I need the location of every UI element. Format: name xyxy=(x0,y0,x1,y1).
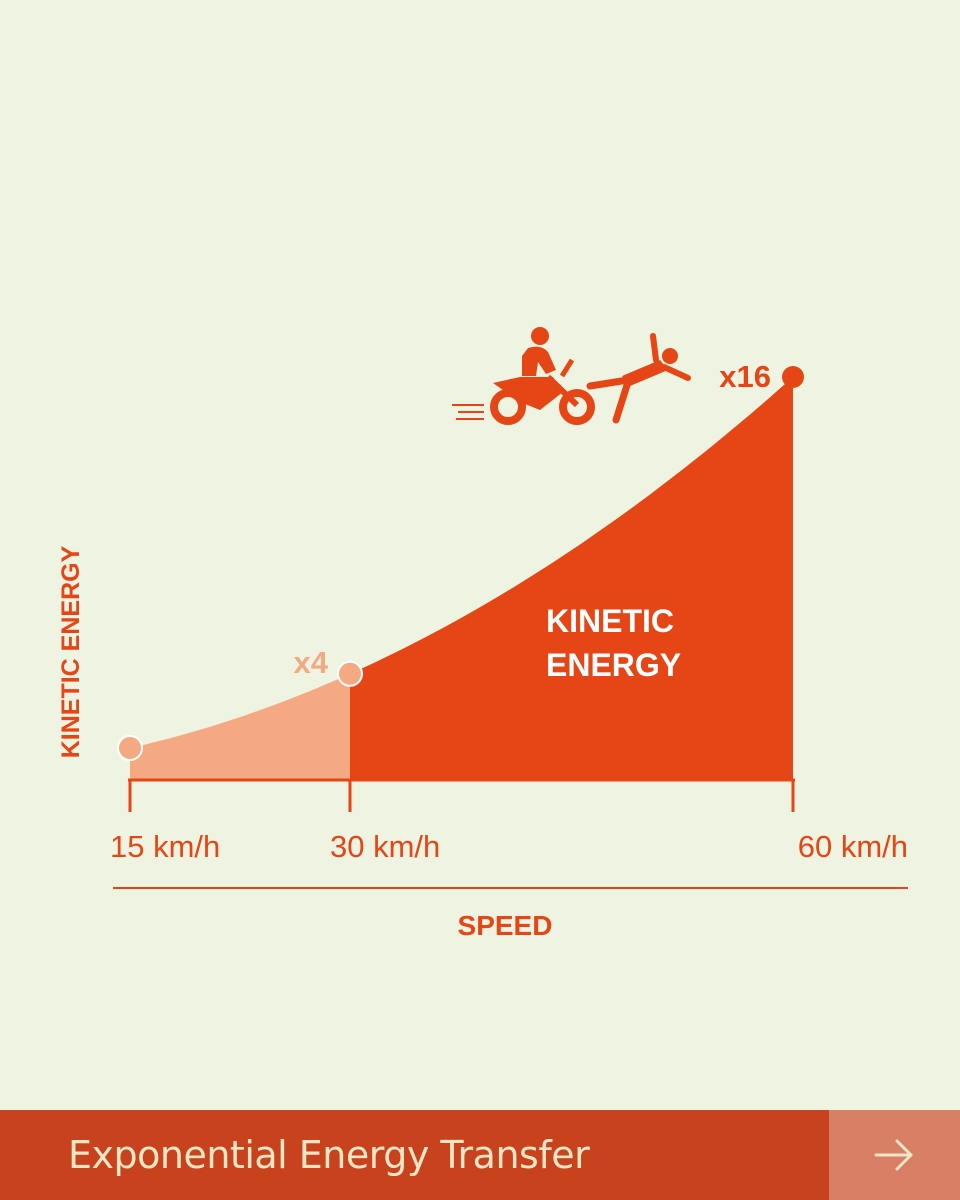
x-axis-label: SPEED xyxy=(458,910,553,941)
area-low-speed xyxy=(130,673,350,780)
data-point xyxy=(782,366,804,388)
data-label: x4 xyxy=(294,645,329,680)
area-label-line-1: KINETIC xyxy=(546,603,674,639)
next-button[interactable] xyxy=(829,1110,960,1200)
area-label-line-2: ENERGY xyxy=(546,647,681,683)
footer-bar: Exponential Energy Transfer xyxy=(0,1110,960,1200)
data-point xyxy=(337,660,363,687)
footer-title: Exponential Energy Transfer xyxy=(68,1133,590,1177)
x-tick-label: 15 km/h xyxy=(110,829,220,864)
arrow-right-icon xyxy=(874,1139,913,1171)
area-high-speed xyxy=(350,377,793,780)
x-tick-label: 30 km/h xyxy=(330,829,440,864)
kinetic-energy-chart: 15 km/h 30 km/h 60 km/h x4 x16 KINETIC ENER… xyxy=(57,327,908,941)
x-axis: 15 km/h 30 km/h 60 km/h xyxy=(110,778,908,864)
y-axis-label: KINETIC ENERGY xyxy=(57,545,85,758)
data-point xyxy=(117,735,143,761)
x-tick-label: 60 km/h xyxy=(798,829,908,864)
chart-areas xyxy=(130,377,793,780)
motorcycle-collision-icon xyxy=(452,327,691,425)
data-points: x4 x16 xyxy=(117,359,804,761)
data-label: x16 xyxy=(719,359,771,394)
